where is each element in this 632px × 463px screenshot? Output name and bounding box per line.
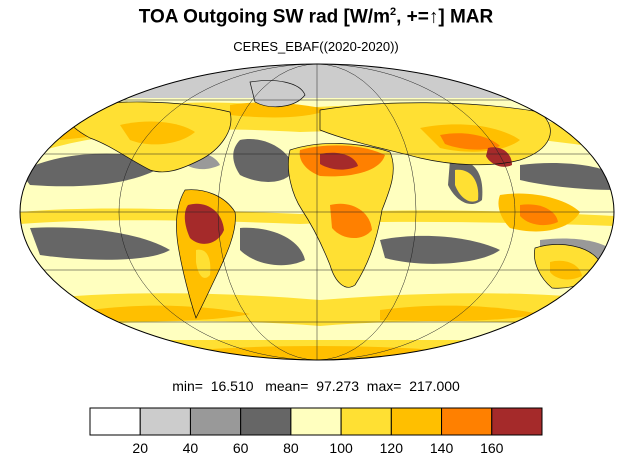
colorbar-tick-label: 100: [329, 440, 353, 456]
map-title: TOA Outgoing SW rad [W/m2, +=↑] MAR: [138, 6, 494, 28]
north-america-bright: [120, 121, 195, 145]
india-field: [455, 169, 479, 202]
colorbar-bin: [441, 407, 493, 436]
colorbar-bin: [139, 407, 191, 436]
south-indian-dark: [380, 235, 500, 264]
colorbar-bin: [89, 407, 141, 436]
arctic-cap: [20, 64, 614, 98]
north-pacific-east-dark: [20, 153, 170, 187]
north-atlantic-dark: [233, 139, 295, 182]
sahara-peak: [320, 152, 358, 170]
colorbar-tick-label: 60: [233, 440, 249, 456]
maritime-continent-bright: [520, 204, 558, 226]
coast-greenland: [249, 80, 306, 108]
colorbar-bin: [340, 407, 392, 436]
south-indian-cloud: [380, 305, 540, 322]
south-pacific-east-dark: [30, 227, 170, 260]
colorbar-bin: [491, 407, 543, 436]
north-atlantic-cloud: [230, 102, 330, 118]
colorbar-tick-label: 40: [183, 440, 199, 456]
map-subtitle: CERES_EBAF((2020-2020)): [233, 39, 399, 54]
central-africa-bright: [330, 203, 372, 239]
south-america-south: [196, 249, 211, 278]
colorbar-bin: [390, 407, 443, 436]
south-pacific-cloud: [90, 305, 250, 322]
colorbar-bin: [240, 407, 292, 436]
colorbar-tick-label: 20: [132, 440, 148, 456]
meridian-120: [118, 64, 516, 360]
coast-eurasia: [319, 102, 551, 166]
tibet-bright: [440, 133, 500, 150]
stats-line: min= 16.510 mean= 97.273 max= 217.000: [172, 378, 460, 394]
map-field: [20, 64, 614, 360]
amazon-high: [184, 203, 224, 244]
colorbar-tick-label: 160: [480, 440, 504, 456]
east-china-peak: [486, 147, 512, 167]
colorbar-tick-label: 120: [380, 440, 404, 456]
world-map: [19, 63, 615, 361]
map-border: [19, 63, 615, 361]
antarctic-bright: [147, 346, 487, 360]
north-pacific-west-dark: [520, 163, 614, 190]
coast-south-america: [176, 189, 236, 319]
coast-africa: [287, 143, 394, 288]
south-atlantic-dark: [240, 227, 305, 266]
meridian-60: [217, 64, 417, 360]
coast-north-america: [59, 101, 232, 173]
colorbar-bin: [189, 407, 242, 436]
colorbar-tick-label: 80: [283, 440, 299, 456]
colorbar-tick-label: 140: [430, 440, 454, 456]
colorbar-bin: [290, 407, 342, 436]
